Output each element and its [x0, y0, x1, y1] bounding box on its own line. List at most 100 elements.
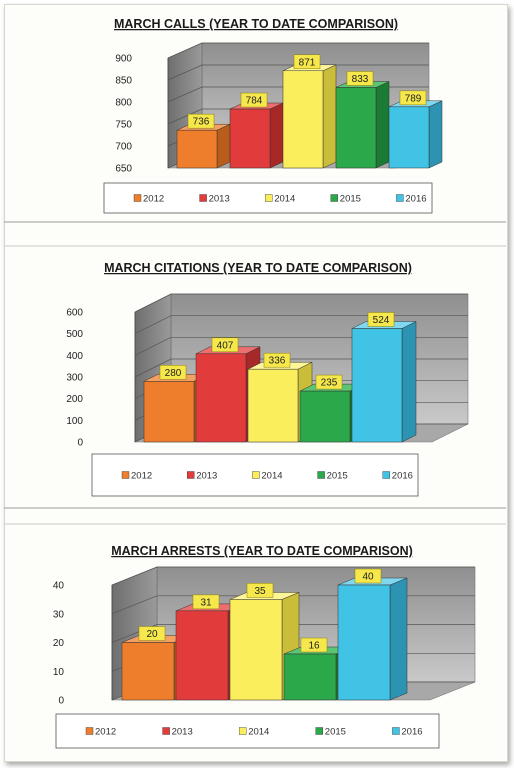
legend-label: 2015 — [325, 727, 346, 738]
data-label-box — [399, 90, 427, 106]
legend-label: 2014 — [261, 471, 282, 482]
data-label-box — [354, 568, 382, 584]
chart-3: MARCH ARRESTS (YEAR TO DATE COMPARISON) 0… — [53, 544, 476, 749]
legend-label: 2016 — [401, 727, 422, 738]
legend-label: 2016 — [405, 194, 426, 205]
data-label-box — [211, 337, 239, 353]
data-label: 407 — [217, 340, 234, 351]
legend-label: 2014 — [274, 194, 295, 205]
bar-front — [176, 129, 218, 169]
data-label: 833 — [352, 74, 369, 85]
bar-front — [143, 381, 195, 443]
bar-front — [335, 87, 377, 169]
data-label-box — [138, 626, 166, 641]
bar-side — [375, 81, 390, 169]
legend-swatch — [396, 194, 404, 202]
y-tick-label: 30 — [53, 609, 65, 620]
y-tick-label: 800 — [115, 98, 132, 109]
legend-swatch — [186, 471, 195, 479]
y-tick-label: 300 — [66, 373, 83, 384]
y-tick-label: 0 — [58, 696, 64, 707]
chart-title: MARCH CITATIONS (YEAR TO DATE COMPARISON… — [104, 261, 412, 275]
gridline — [111, 566, 475, 586]
data-label-box — [300, 637, 328, 653]
y-tick-label: 650 — [115, 164, 132, 175]
bar-2015 — [335, 81, 390, 169]
data-label: 31 — [200, 597, 212, 608]
legend-label: 2013 — [196, 471, 217, 482]
y-tick-label: 0 — [77, 438, 83, 449]
y-tick-label: 20 — [53, 638, 65, 649]
bar-front — [247, 368, 299, 443]
gridline — [167, 42, 429, 59]
data-label-box — [346, 71, 374, 86]
data-label: 784 — [246, 96, 263, 107]
y-tick-label: 750 — [115, 120, 132, 131]
bar-front — [229, 108, 271, 169]
y-tick-label: 200 — [66, 394, 83, 405]
legend-swatch — [133, 194, 142, 202]
bar-side — [216, 123, 231, 169]
y-tick-label: 40 — [53, 581, 65, 592]
bar-front — [121, 642, 175, 701]
y-tick-label: 850 — [115, 76, 132, 87]
chart-title: MARCH ARRESTS (YEAR TO DATE COMPARISON) — [111, 544, 413, 558]
legend-swatch — [199, 194, 207, 202]
data-label-box — [367, 312, 395, 327]
legend-swatch — [121, 471, 130, 479]
y-tick-label: 700 — [115, 142, 132, 153]
bar-front — [229, 599, 283, 701]
bar-2013 — [229, 102, 284, 169]
bar-side — [428, 100, 443, 169]
legend: 2012 2013 2014 2015 2016 — [91, 453, 419, 497]
bar-side — [401, 321, 417, 443]
data-label-box — [240, 92, 268, 108]
data-label-box — [159, 365, 187, 380]
legend-box — [55, 713, 440, 749]
legend-swatch — [238, 727, 247, 735]
data-label: 789 — [405, 93, 422, 104]
legend-swatch — [382, 471, 390, 479]
chart-1: MARCH CALLS (YEAR TO DATE COMPARISON) 650… — [103, 17, 443, 214]
data-label-box — [263, 352, 291, 368]
legend-label: 2014 — [248, 727, 269, 738]
y-tick-label: 900 — [115, 54, 132, 65]
bar-2016 — [337, 577, 408, 701]
data-label-box — [293, 54, 321, 70]
legend-swatch — [392, 727, 400, 735]
bar-2014 — [282, 64, 337, 169]
chart-title: MARCH CALLS (YEAR TO DATE COMPARISON) — [114, 17, 398, 31]
chart-2: MARCH CITATIONS (YEAR TO DATE COMPARISON… — [66, 261, 469, 497]
data-label-box — [192, 594, 220, 610]
legend-swatch — [317, 471, 325, 479]
gridline — [167, 64, 429, 81]
data-label-box — [315, 374, 343, 390]
y-tick-label: 10 — [53, 667, 65, 678]
gridline — [134, 293, 468, 313]
bar-front — [299, 390, 351, 443]
bar-side — [269, 102, 284, 169]
legend: 2012 2013 2014 2015 2016 — [55, 713, 440, 749]
legend-label: 2012 — [95, 727, 116, 738]
legend-swatch — [252, 471, 260, 479]
data-label: 235 — [321, 378, 338, 389]
y-tick-label: 400 — [66, 351, 83, 362]
bar-2016 — [351, 321, 417, 443]
legend-swatch — [315, 727, 323, 735]
data-label: 871 — [299, 57, 316, 68]
data-label-box — [187, 113, 215, 129]
data-label: 524 — [373, 315, 390, 326]
legend-swatch — [162, 727, 170, 735]
legend: 2012 2013 2014 2015 2016 — [103, 182, 433, 214]
bar-side — [322, 64, 337, 169]
bar-side — [389, 577, 408, 701]
data-label: 336 — [269, 356, 286, 367]
bar-front — [283, 653, 337, 701]
legend-label: 2012 — [143, 194, 164, 205]
bar-front — [351, 328, 403, 443]
bar-front — [388, 106, 430, 169]
data-label: 16 — [308, 641, 320, 652]
bar-front — [195, 353, 247, 443]
y-tick-label: 100 — [66, 416, 83, 427]
